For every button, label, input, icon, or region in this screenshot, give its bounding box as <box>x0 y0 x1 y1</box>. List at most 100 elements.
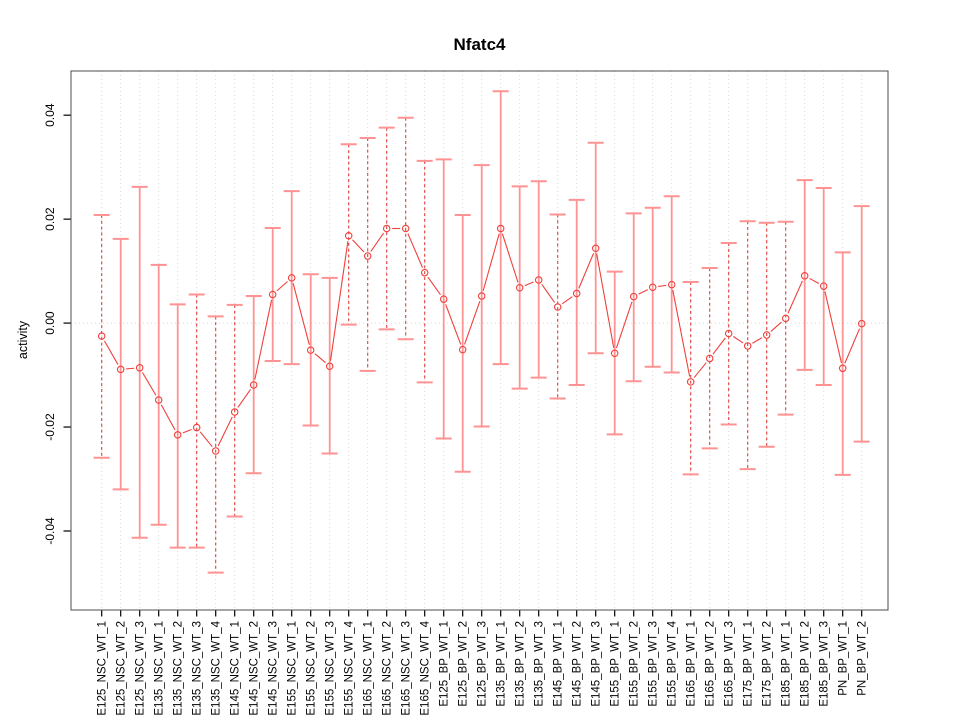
error-bar <box>207 315 224 574</box>
data-point <box>743 342 752 350</box>
series-segment <box>445 304 462 345</box>
data-point <box>344 232 353 240</box>
series-segment <box>276 281 288 292</box>
data-point <box>173 431 182 439</box>
x-tick-label: E145_BP_WT_3 <box>591 621 603 707</box>
series-segment <box>541 284 555 303</box>
series-segment <box>314 353 326 364</box>
error-bar <box>245 295 262 475</box>
error-bar <box>777 220 794 416</box>
error-bar <box>739 220 756 471</box>
error-bar <box>150 263 167 526</box>
x-tick-label: E145_NSC_WT_2 <box>249 621 261 716</box>
series-segment <box>809 277 820 285</box>
series-segment <box>199 431 213 448</box>
y-tick-label: 0.04 <box>43 103 57 127</box>
x-tick-label: E165_NSC_WT_1 <box>363 621 375 716</box>
data-point <box>857 319 866 328</box>
series-segment <box>787 280 803 314</box>
error-bar <box>834 251 851 476</box>
error-bar <box>815 186 832 386</box>
series-segment <box>126 367 135 370</box>
error-bar <box>397 116 414 341</box>
error-bar <box>340 143 357 326</box>
x-tick-label: E165_BP_WT_3 <box>724 621 736 707</box>
error-bar <box>93 213 110 459</box>
error-bar <box>283 190 300 366</box>
y-tick-label: 0.00 <box>43 311 57 335</box>
data-point <box>629 292 638 301</box>
error-bar <box>302 273 319 427</box>
error-bar <box>720 242 737 426</box>
series-segment <box>596 253 615 348</box>
series-segment <box>501 233 519 283</box>
x-tick-label: E155_BP_WT_3 <box>648 621 660 707</box>
x-tick-label: E145_BP_WT_2 <box>572 621 584 707</box>
x-tick-label: E125_NSC_WT_2 <box>116 621 128 716</box>
data-point <box>363 252 372 260</box>
error-bar <box>549 213 566 400</box>
series-segment <box>638 289 649 295</box>
x-tick-label: E165_NSC_WT_4 <box>420 620 432 715</box>
data-point <box>325 362 334 370</box>
error-bar <box>644 206 661 368</box>
x-tick-label: E155_NSC_WT_4 <box>344 620 356 715</box>
x-tick-label: E175_BP_WT_1 <box>743 621 755 707</box>
y-tick-label: 0.02 <box>43 207 57 231</box>
data-point <box>686 378 695 386</box>
error-bar <box>416 159 433 384</box>
x-tick-label: E125_BP_WT_1 <box>439 621 451 707</box>
error-bar <box>188 293 205 549</box>
series-segment <box>142 372 157 396</box>
series-segment <box>672 289 691 377</box>
error-bar <box>378 126 395 331</box>
x-tick-label: E125_NSC_WT_3 <box>135 621 147 716</box>
x-tick-label: E135_BP_WT_1 <box>496 621 508 707</box>
data-point <box>401 224 410 233</box>
x-tick-label: E165_NSC_WT_3 <box>401 621 413 716</box>
plot-box <box>70 70 889 611</box>
data-point <box>458 345 467 354</box>
error-bar <box>359 137 376 372</box>
x-tick-label: PN_BP_WT_2 <box>857 621 869 696</box>
x-tick-label: E125_NSC_WT_1 <box>97 621 109 716</box>
x-tick-label: E185_BP_WT_1 <box>781 621 793 707</box>
x-tick-label: E145_NSC_WT_1 <box>230 621 242 716</box>
data-point <box>762 331 771 339</box>
series-segment <box>427 276 441 296</box>
error-bar <box>435 158 452 440</box>
data-point <box>249 381 258 389</box>
series-segment <box>732 336 744 344</box>
error-bar <box>473 164 490 428</box>
data-point <box>135 364 144 372</box>
x-tick-label: E155_BP_WT_4 <box>667 620 679 706</box>
error-bar <box>796 179 813 371</box>
error-bar <box>226 303 243 518</box>
x-tick-label: E135_NSC_WT_2 <box>173 621 185 716</box>
gridlines <box>71 71 888 610</box>
data-points <box>97 224 866 455</box>
data-point <box>420 268 429 277</box>
series-segment <box>693 362 707 378</box>
x-tick-label: E155_NSC_WT_2 <box>306 621 318 716</box>
data-point <box>610 349 619 357</box>
series-segment <box>407 233 424 268</box>
x-tick-label: E155_NSC_WT_3 <box>325 621 337 716</box>
data-point <box>382 224 391 233</box>
series-segment <box>658 284 667 288</box>
error-bar <box>511 185 528 390</box>
data-point <box>97 332 106 340</box>
data-point <box>800 272 809 280</box>
data-point <box>192 423 201 432</box>
data-point <box>819 282 828 290</box>
data-point <box>154 396 163 404</box>
error-bar <box>131 185 148 539</box>
x-tick-label: E185_BP_WT_2 <box>800 621 812 707</box>
data-point <box>705 354 714 363</box>
series-segment <box>524 281 534 287</box>
series-segment <box>329 241 349 361</box>
x-tick-label: E135_NSC_WT_4 <box>211 620 223 715</box>
x-tick-label: E125_BP_WT_2 <box>458 621 470 707</box>
